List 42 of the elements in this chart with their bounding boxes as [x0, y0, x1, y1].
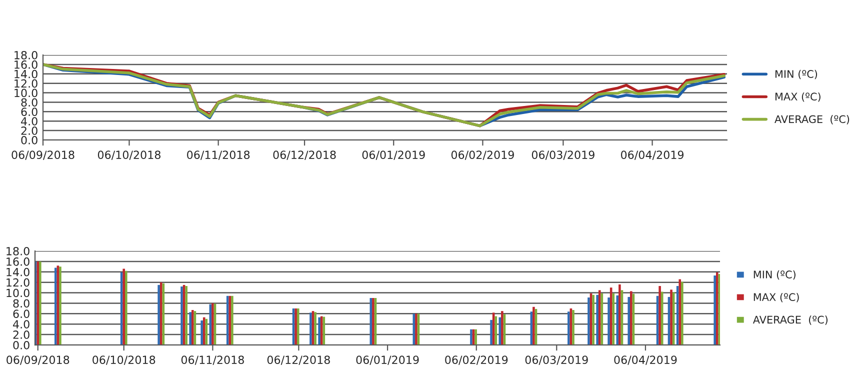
- y-tick-label: 6.0: [13, 310, 30, 318]
- legend-label: AVERAGE (ºC): [774, 115, 850, 124]
- y-tick-label: 2.0: [21, 126, 38, 135]
- x-tick-label: 06/03/2019: [525, 356, 588, 365]
- x-tick-label: 06/02/2019: [445, 356, 508, 365]
- y-tick-label: 8.0: [21, 98, 38, 107]
- x-tick-label: 06/11/2018: [181, 356, 244, 365]
- x-tick-label: 06/09/2018: [6, 356, 70, 365]
- y-tick-label: 12.0: [6, 278, 30, 287]
- y-tick-label: 14.0: [14, 70, 38, 78]
- x-tick-label: 06/11/2018: [187, 150, 250, 160]
- y-tick-label: 2.0: [13, 330, 30, 339]
- y-tick-label: 8.0: [13, 299, 30, 308]
- x-tick-label: 06/09/2018: [12, 150, 74, 160]
- y-tick-label: 16.0: [14, 60, 38, 69]
- legend-label: MIN (ºC): [754, 270, 796, 280]
- x-tick-label: 06/03/2019: [532, 150, 594, 160]
- y-tick-label: 12.0: [14, 79, 38, 88]
- y-tick-label: 0.0: [13, 340, 30, 350]
- y-tick-label: 4.0: [21, 117, 38, 126]
- y-tick-label: 14.0: [6, 268, 30, 276]
- y-tick-label: 18.0: [14, 50, 38, 60]
- legend-label: MAX (ºC): [754, 292, 799, 302]
- legend-label: MIN (ºC): [775, 70, 818, 80]
- x-tick-label: 06/12/2018: [273, 150, 336, 160]
- y-tick-label: 18.0: [6, 246, 30, 256]
- y-tick-label: 4.0: [13, 320, 30, 328]
- x-tick-label: 06/01/2019: [362, 150, 425, 160]
- x-tick-label: 06/04/2019: [620, 150, 684, 160]
- x-tick-label: 06/01/2019: [356, 356, 419, 365]
- x-tick-label: 06/10/2018: [92, 356, 156, 365]
- y-tick-label: 10.0: [14, 88, 38, 98]
- y-tick-label: 0.0: [21, 136, 38, 144]
- x-tick-label: 06/02/2019: [451, 150, 514, 160]
- x-tick-label: 06/04/2019: [614, 356, 677, 365]
- y-tick-label: 6.0: [21, 108, 38, 116]
- y-tick-label: 10.0: [6, 288, 30, 298]
- x-tick-label: 06/10/2018: [98, 150, 160, 160]
- y-tick-label: 16.0: [6, 257, 30, 266]
- legend-label: AVERAGE (ºC): [752, 316, 828, 325]
- x-tick-label: 06/12/2018: [267, 356, 330, 365]
- legend-label: MAX (ºC): [775, 92, 820, 102]
